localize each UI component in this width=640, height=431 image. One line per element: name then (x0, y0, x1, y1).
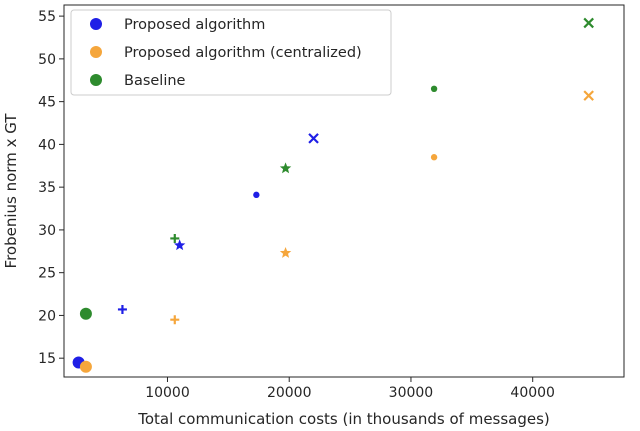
y-axis: 15 20 25 30 35 40 45 50 55 (38, 9, 64, 367)
x-tick-label: 10000 (145, 385, 190, 401)
x-tick-label: 30000 (389, 385, 434, 401)
legend-entry: Proposed algorithm (centralized) (124, 45, 362, 61)
legend: Proposed algorithm Proposed algorithm (ce… (70, 9, 392, 96)
legend-frame (70, 9, 392, 96)
y-tick-label: 35 (38, 180, 56, 196)
legend-entry: Proposed algorithm (124, 17, 265, 33)
x-axis: 10000 20000 30000 40000 (145, 377, 555, 401)
data-point (583, 90, 594, 101)
data-points (72, 17, 594, 373)
data-point (79, 360, 92, 373)
data-point (117, 304, 127, 314)
data-point (170, 315, 180, 325)
legend-marker (90, 74, 102, 86)
x-tick-label: 20000 (267, 385, 312, 401)
y-tick-label: 50 (38, 52, 56, 68)
y-axis-label: Frobenius norm x GT (2, 113, 20, 269)
y-tick-label: 40 (38, 137, 56, 153)
data-point (430, 85, 438, 93)
legend-marker (90, 46, 102, 58)
data-point (583, 17, 594, 29)
y-tick-label: 25 (38, 266, 56, 282)
data-point (79, 307, 92, 320)
y-tick-label: 15 (38, 351, 56, 367)
legend-marker (90, 18, 102, 30)
x-tick-label: 40000 (510, 385, 555, 401)
data-point (173, 239, 186, 251)
data-point (253, 191, 260, 199)
legend-entry: Baseline (124, 73, 186, 89)
y-tick-label: 20 (38, 308, 56, 324)
y-tick-label: 30 (38, 223, 56, 239)
y-tick-label: 55 (38, 9, 56, 25)
data-point (170, 233, 180, 243)
x-axis-label: Total communication costs (in thousands … (137, 410, 550, 428)
data-point (279, 162, 292, 174)
data-point (279, 247, 292, 258)
data-point (430, 154, 438, 161)
y-tick-label: 45 (38, 95, 56, 111)
data-point (308, 133, 319, 144)
